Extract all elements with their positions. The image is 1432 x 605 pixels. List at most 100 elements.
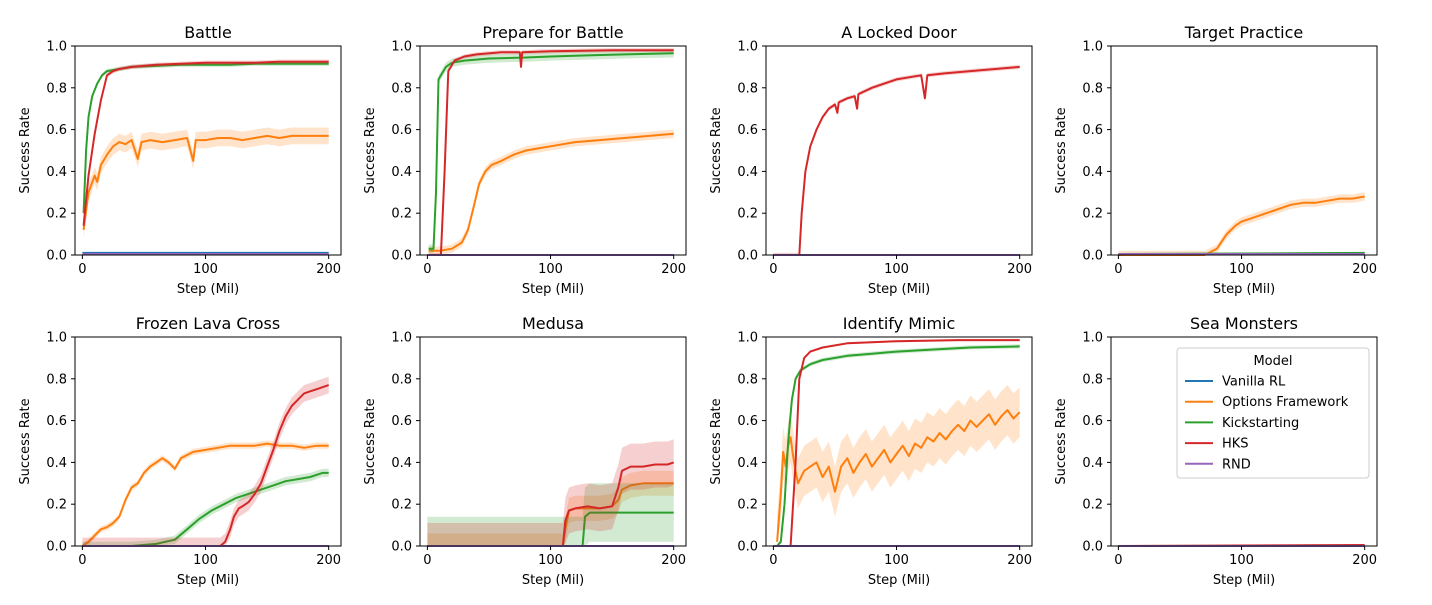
y-tick-label: 0.8: [391, 81, 412, 96]
series-band-options-framework: [83, 127, 329, 239]
x-tick-label: 200: [661, 262, 686, 277]
subplot-identify-mimic: Identify Mimic 0 100 200 0.0 0.2 0.4 0.6 0.8 1.0 S…: [709, 314, 1033, 588]
plot-area: [81, 376, 330, 547]
axes-frame: [765, 45, 1033, 256]
x-tick-label: 100: [884, 553, 909, 568]
y-axis-label: Success Rate: [18, 107, 33, 193]
y-tick-label: 1.0: [391, 331, 412, 346]
y-axis-label: Success Rate: [1054, 398, 1069, 484]
x-tick-label: 200: [316, 553, 341, 568]
panel-title: Frozen Lava Cross: [136, 314, 280, 333]
x-tick-label: 100: [1229, 553, 1254, 568]
y-tick-label: 0.8: [1082, 372, 1103, 387]
x-tick-label: 100: [538, 262, 563, 277]
panel-title: Target Practice: [1184, 23, 1304, 42]
x-tick-label: 0: [78, 553, 86, 568]
legend-title: Model: [1253, 354, 1292, 369]
y-tick-label: 0.6: [1082, 123, 1103, 138]
y-tick-label: 1.0: [737, 40, 758, 55]
y-tick-label: 0.6: [46, 414, 67, 429]
x-tick-label: 100: [1229, 262, 1254, 277]
y-axis-label: Success Rate: [18, 398, 33, 484]
y-tick-label: 0.2: [737, 207, 758, 222]
y-tick-label: 1.0: [46, 40, 67, 55]
series-band-kickstarting: [427, 483, 674, 546]
x-tick-label: 200: [316, 262, 341, 277]
x-axis-label: Step (Mil): [522, 573, 584, 588]
y-tick-label: 0.8: [46, 81, 67, 96]
x-tick-label: 100: [193, 553, 218, 568]
x-axis-label: Step (Mil): [868, 573, 930, 588]
x-axis-label: Step (Mil): [522, 282, 584, 297]
y-tick-label: 0.6: [391, 414, 412, 429]
panel-title: Battle: [184, 23, 232, 42]
x-axis-label: Step (Mil): [1213, 573, 1275, 588]
series-line-hks: [427, 461, 675, 547]
y-tick-label: 0.8: [1082, 81, 1103, 96]
x-tick-label: 0: [78, 262, 86, 277]
series-band-options-framework: [1118, 192, 1365, 255]
axes-frame: [419, 45, 687, 256]
panel-title: Sea Monsters: [1190, 314, 1298, 333]
axes-frame: [1110, 45, 1378, 256]
y-axis-label: Success Rate: [363, 398, 378, 484]
y-axis-label: Success Rate: [1054, 107, 1069, 193]
x-tick-label: 200: [661, 553, 686, 568]
x-tick-label: 200: [1352, 553, 1377, 568]
y-axis-label: Success Rate: [363, 107, 378, 193]
series-line-kickstarting: [82, 471, 329, 547]
series-band-hks: [83, 59, 329, 228]
series-band-options-framework: [427, 470, 674, 546]
series-line-options-framework: [1118, 195, 1365, 256]
panel-title: Medusa: [522, 314, 584, 333]
x-tick-label: 100: [538, 553, 563, 568]
y-tick-label: 1.0: [391, 40, 412, 55]
x-tick-label: 0: [423, 553, 431, 568]
x-tick-label: 100: [193, 262, 218, 277]
plot-area: [773, 339, 1021, 547]
y-tick-label: 0.6: [391, 123, 412, 138]
axes-frame: [765, 336, 1033, 547]
y-tick-label: 0.4: [46, 456, 67, 471]
y-tick-label: 0.4: [737, 456, 758, 471]
x-axis-label: Step (Mil): [1213, 282, 1275, 297]
panel-title: A Locked Door: [841, 23, 957, 42]
plot-area: [82, 59, 329, 255]
y-tick-label: 0.4: [1082, 456, 1103, 471]
legend-entry: Kickstarting: [1222, 416, 1299, 431]
y-tick-label: 0.4: [391, 456, 412, 471]
series-band-options-framework: [82, 440, 329, 546]
y-tick-label: 0.6: [737, 123, 758, 138]
x-tick-label: 100: [884, 262, 909, 277]
y-tick-label: 0.0: [1082, 540, 1103, 555]
y-axis-label: Success Rate: [709, 398, 724, 484]
x-axis-label: Step (Mil): [177, 282, 239, 297]
y-tick-label: 0.2: [391, 498, 412, 513]
x-axis-label: Step (Mil): [177, 573, 239, 588]
legend: Model Vanilla RL Options Framework Kickstar…: [1176, 347, 1370, 479]
series-line-kickstarting: [776, 345, 1020, 547]
y-tick-label: 0.0: [737, 540, 758, 555]
x-tick-label: 0: [423, 262, 431, 277]
series-line-options-framework: [81, 442, 329, 547]
y-tick-label: 1.0: [1082, 40, 1103, 55]
y-tick-label: 0.8: [391, 372, 412, 387]
series-line-hks: [82, 384, 330, 547]
y-tick-label: 0.8: [46, 372, 67, 387]
y-tick-label: 0.0: [737, 249, 758, 264]
x-tick-label: 0: [1114, 553, 1122, 568]
plot-area: [427, 439, 675, 547]
series-line-hks: [82, 60, 329, 226]
y-tick-label: 0.2: [46, 207, 67, 222]
plot-area: [1118, 192, 1365, 256]
series-line-options-framework: [776, 409, 1021, 542]
y-tick-label: 0.0: [391, 540, 412, 555]
subplot-sea-monsters: Sea Monsters 0 100 200 0.0 0.2 0.4 0.6 0.8 1.0 Ste…: [1054, 314, 1378, 588]
y-tick-label: 0.8: [737, 81, 758, 96]
y-axis-label: Success Rate: [709, 107, 724, 193]
subplot-a-locked-door: A Locked Door 0 100 200 0.0 0.2 0.4 0.6 0.8 1.0 St…: [709, 23, 1033, 297]
series-line-hks: [428, 49, 674, 256]
series-band-kickstarting: [428, 49, 674, 253]
y-tick-label: 0.2: [46, 498, 67, 513]
axes-frame: [419, 336, 687, 547]
